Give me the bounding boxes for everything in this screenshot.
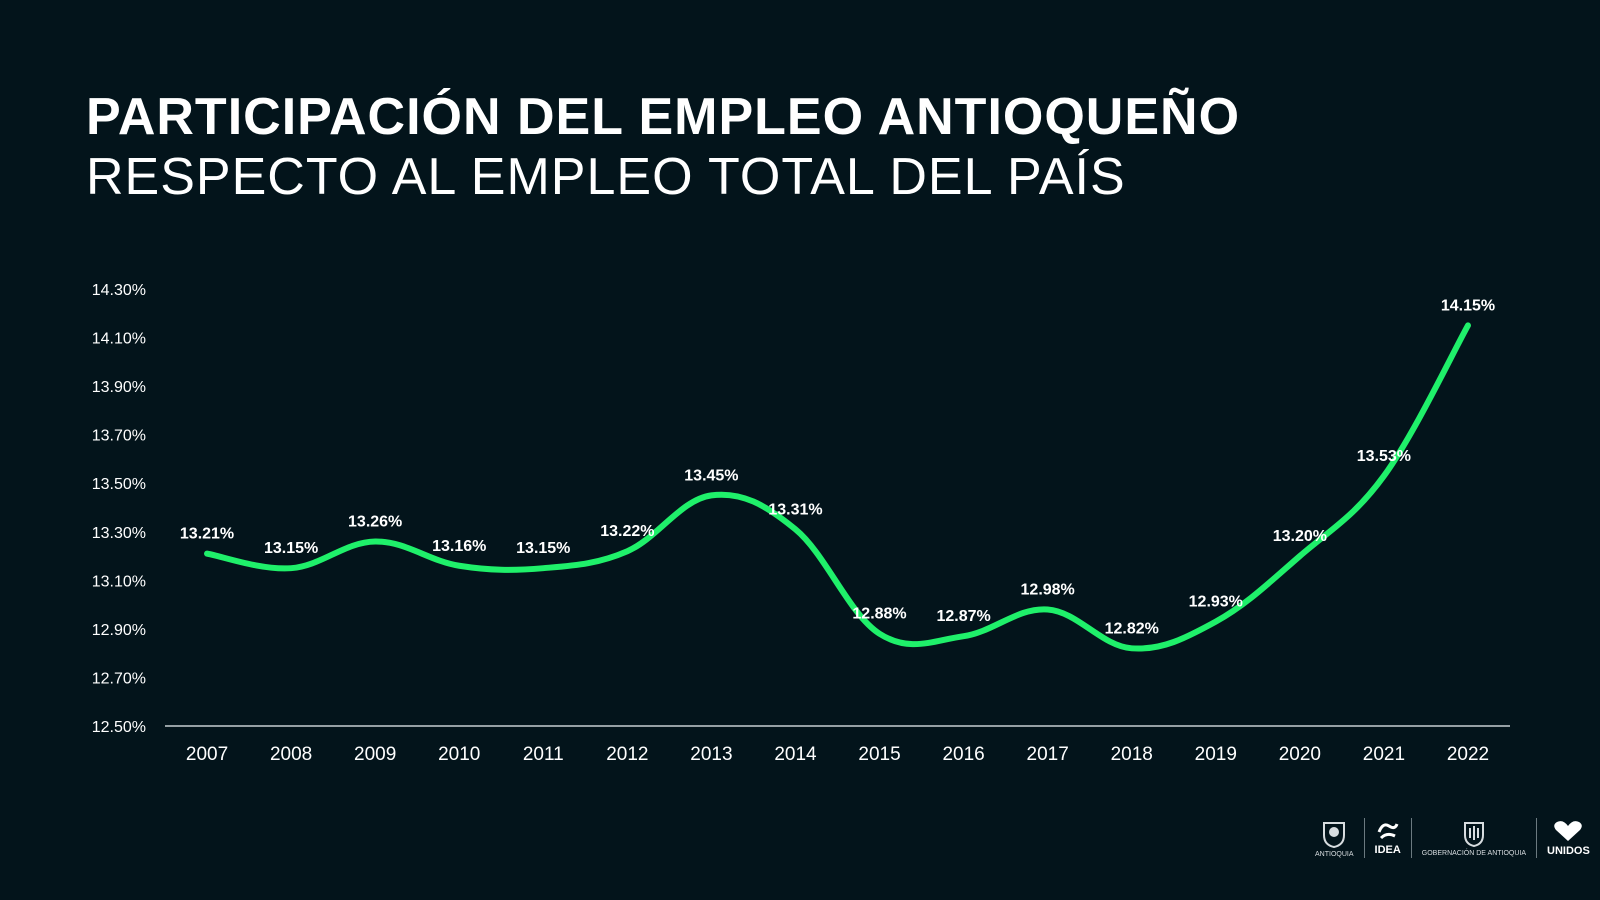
logo-antioquia: ANTIOQUIA [1305,819,1364,858]
y-tick-label: 13.30% [92,525,146,542]
x-tick-label: 2007 [186,744,228,765]
logo-unidos-text: UNIDOS [1547,845,1590,857]
logo-unidos: UNIDOS [1537,819,1600,857]
y-tick-label: 12.90% [92,622,146,639]
x-tick-label: 2017 [1027,744,1069,765]
y-tick-label: 13.90% [92,379,146,396]
x-tick-label: 2015 [858,744,900,765]
x-tick-label: 2018 [1111,744,1153,765]
logo-idea-text: IDEA [1374,844,1401,856]
logo-divider [1363,818,1365,858]
data-label: 12.88% [852,606,906,623]
coat-of-arms-icon [1323,821,1346,848]
data-label: 12.98% [1021,581,1075,598]
x-tick-label: 2014 [774,744,817,765]
x-tick-label: 2016 [942,744,984,765]
x-tick-label: 2021 [1363,744,1405,765]
x-tick-label: 2009 [354,744,396,765]
logo-divider [1536,818,1538,858]
data-label: 13.21% [180,526,234,543]
logo-divider [1410,818,1412,858]
logo-idea: IDEA [1365,820,1411,856]
x-tick-label: 2012 [606,744,648,765]
y-tick-label: 13.50% [92,476,146,493]
x-tick-label: 2019 [1195,744,1237,765]
data-label: 14.15% [1441,297,1495,314]
series-line [204,322,1471,652]
y-tick-label: 13.10% [92,573,146,590]
y-tick-label: 14.10% [92,331,146,348]
logo-gobernacion: GOBERNACIÓN DE ANTIOQUIA [1412,820,1536,857]
x-tick-label: 2010 [438,744,480,765]
y-tick-label: 14.30% [92,282,146,299]
y-tick-label: 12.70% [92,670,146,687]
chart-title: PARTICIPACIÓN DEL EMPLEO ANTIOQUEÑO [86,88,1241,146]
data-label: 13.15% [516,540,570,557]
x-tick-label: 2008 [270,744,312,765]
logo-gobernacion-text: GOBERNACIÓN DE ANTIOQUIA [1421,849,1527,857]
chart-subtitle: RESPECTO AL EMPLEO TOTAL DEL PAÍS [86,148,1126,206]
data-label: 12.82% [1105,620,1159,637]
x-tick-label: 2020 [1279,744,1321,765]
y-tick-label: 12.50% [92,719,146,736]
data-label: 12.93% [1189,594,1243,611]
data-label: 13.20% [1273,528,1327,545]
data-label: 13.22% [600,523,654,540]
data-label: 12.87% [936,608,990,625]
x-tick-label: 2022 [1447,744,1489,765]
data-label: 13.16% [432,538,486,555]
title-block: PARTICIPACIÓN DEL EMPLEO ANTIOQUEÑO RESP… [86,88,1240,208]
y-tick-label: 13.70% [92,428,146,445]
data-label: 13.26% [348,513,402,530]
logo-strip: ANTIOQUIA IDEA GOBERNACIÓN DE ANTIOQUIA … [1305,818,1600,858]
data-label: 13.53% [1357,448,1411,465]
x-tick-label: 2011 [523,744,564,765]
data-label: 13.31% [768,501,822,518]
data-label: 13.15% [264,540,318,557]
heart-icon [1554,821,1583,841]
x-tick-label: 2013 [690,744,732,765]
shield-icon [1463,821,1484,847]
logo-antioquia-text: ANTIOQUIA [1315,850,1354,858]
idea-swirl-icon [1377,823,1399,840]
data-label: 13.45% [684,467,738,484]
